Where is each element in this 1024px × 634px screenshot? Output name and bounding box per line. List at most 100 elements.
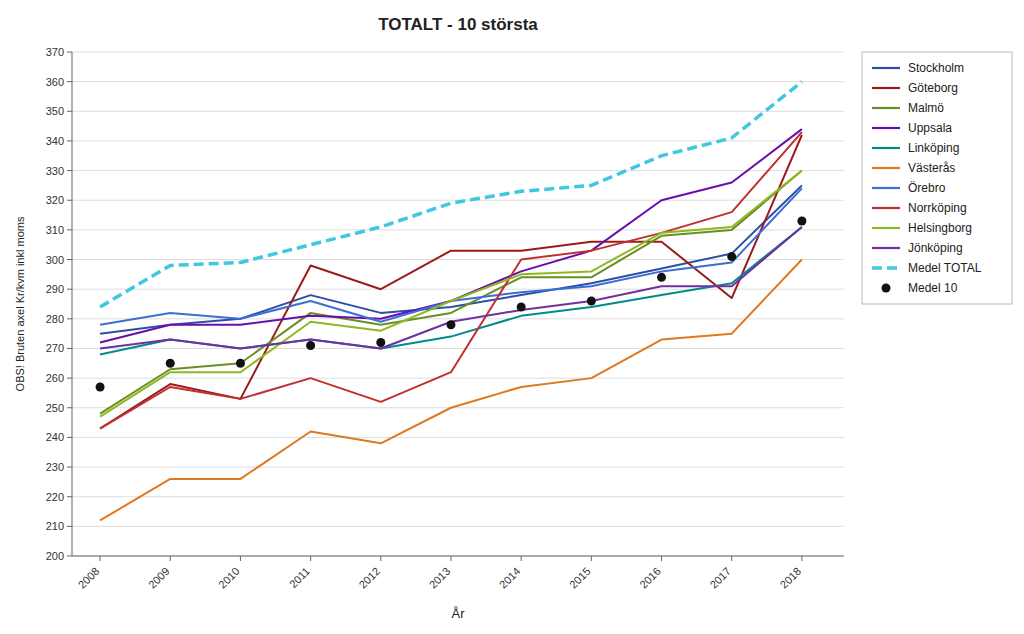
legend-swatch (872, 67, 900, 69)
x-tick (801, 556, 802, 561)
y-tick (67, 437, 72, 438)
y-tick (67, 140, 72, 141)
x-axis-label: År (452, 606, 466, 621)
series-line (100, 135, 802, 429)
legend-swatch (872, 87, 900, 89)
x-axis-line (72, 556, 844, 557)
grid-line (72, 140, 844, 141)
y-tick (67, 81, 72, 82)
legend-label: Linköping (908, 141, 959, 155)
series-marker (797, 216, 806, 225)
x-tick-label: 2014 (497, 565, 523, 591)
y-tick (67, 407, 72, 408)
grid-line (72, 467, 844, 468)
x-tick-label: 2013 (427, 565, 453, 591)
legend-swatch (872, 227, 900, 229)
series-marker (587, 297, 596, 306)
y-tick-label: 210 (46, 520, 64, 532)
legend-swatch (872, 266, 900, 270)
grid-line (72, 407, 844, 408)
y-tick (67, 378, 72, 379)
y-tick-label: 280 (46, 313, 64, 325)
y-tick-label: 260 (46, 372, 64, 384)
legend-label: Malmö (908, 101, 944, 115)
series-marker (517, 302, 526, 311)
title: TOTALT - 10 största (378, 15, 538, 34)
y-tick (67, 467, 72, 468)
y-tick-label: 370 (46, 46, 64, 58)
series-line (100, 82, 802, 307)
x-tick-label: 2009 (146, 565, 172, 591)
grid-line (72, 496, 844, 497)
grid-line (72, 81, 844, 82)
legend-swatch (882, 284, 891, 293)
y-tick (67, 289, 72, 290)
y-axis: 2002102202302402502602702802903003103203… (46, 46, 844, 562)
legend-label: Helsingborg (908, 221, 972, 235)
legend-swatch (872, 247, 900, 249)
x-tick-label: 2016 (637, 565, 663, 591)
grid-line (72, 318, 844, 319)
y-tick (67, 200, 72, 201)
y-tick-label: 230 (46, 461, 64, 473)
x-tick (591, 556, 592, 561)
y-tick (67, 496, 72, 497)
series-marker (657, 273, 666, 282)
grid-line (72, 170, 844, 171)
y-tick (67, 111, 72, 112)
x-tick (380, 556, 381, 561)
y-tick-label: 360 (46, 76, 64, 88)
x-tick (731, 556, 732, 561)
y-axis-line (72, 52, 73, 556)
x-tick-label: 2017 (707, 565, 733, 591)
y-tick-label: 220 (46, 491, 64, 503)
y-tick-label: 290 (46, 283, 64, 295)
legend-label: Göteborg (908, 81, 958, 95)
y-tick (67, 170, 72, 171)
x-tick (450, 556, 451, 561)
x-tick-label: 2012 (356, 565, 382, 591)
chart: 2002102202302402502602702802903003103203… (0, 0, 1024, 634)
legend-label: Örebro (908, 181, 946, 195)
legend-label: Medel 10 (908, 281, 958, 295)
y-tick (67, 259, 72, 260)
grid-line (72, 111, 844, 112)
x-tick-label: 2008 (76, 565, 102, 591)
x-tick-label: 2018 (778, 565, 804, 591)
plot-data (96, 82, 807, 521)
y-tick (67, 526, 72, 527)
x-tick-label: 2010 (216, 565, 242, 591)
y-tick-label: 340 (46, 135, 64, 147)
legend-frame (862, 52, 1012, 304)
y-tick-label: 250 (46, 402, 64, 414)
series-marker (727, 252, 736, 261)
series-line (100, 227, 802, 349)
legend-swatch (872, 167, 900, 169)
legend-label: Västerås (908, 161, 955, 175)
grid-line (72, 378, 844, 379)
y-tick (67, 556, 72, 557)
x-tick (240, 556, 241, 561)
y-tick-label: 270 (46, 342, 64, 354)
x-tick-label: 2011 (287, 565, 312, 590)
legend-label: Medel TOTAL (908, 261, 982, 275)
y-tick-label: 300 (46, 254, 64, 266)
legend-swatch (872, 207, 900, 209)
series-line (100, 188, 802, 324)
grid-line (72, 437, 844, 438)
series-line (100, 227, 802, 354)
series-marker (446, 320, 455, 329)
x-tick (661, 556, 662, 561)
legend-label: Jönköping (908, 241, 963, 255)
x-tick (170, 556, 171, 561)
series-marker (166, 359, 175, 368)
legend-swatch (872, 127, 900, 129)
grid-line (72, 348, 844, 349)
series-marker (236, 359, 245, 368)
y-tick (67, 348, 72, 349)
y-tick-label: 330 (46, 165, 64, 177)
series-marker (306, 341, 315, 350)
legend-label: Stockholm (908, 61, 964, 75)
y-tick (67, 229, 72, 230)
y-tick (67, 318, 72, 319)
